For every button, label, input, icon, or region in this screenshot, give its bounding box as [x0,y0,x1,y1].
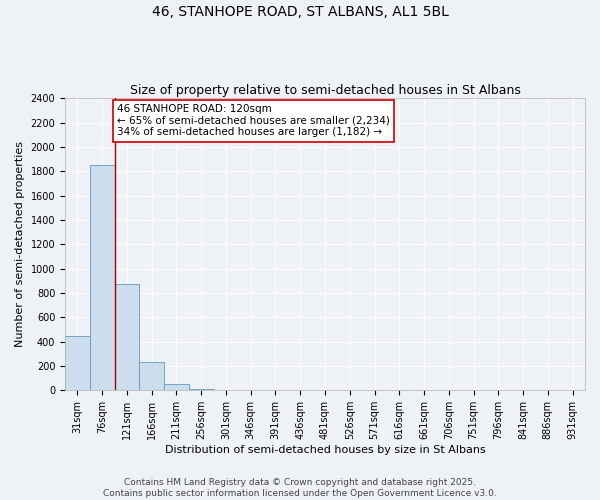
X-axis label: Distribution of semi-detached houses by size in St Albans: Distribution of semi-detached houses by … [164,445,485,455]
Text: 46 STANHOPE ROAD: 120sqm
← 65% of semi-detached houses are smaller (2,234)
34% o: 46 STANHOPE ROAD: 120sqm ← 65% of semi-d… [117,104,390,138]
Bar [90,165,115,390]
Bar [65,336,90,390]
Title: Size of property relative to semi-detached houses in St Albans: Size of property relative to semi-detach… [130,84,520,97]
Y-axis label: Number of semi-detached properties: Number of semi-detached properties [15,142,25,348]
Bar [139,362,164,390]
Text: Contains HM Land Registry data © Crown copyright and database right 2025.
Contai: Contains HM Land Registry data © Crown c… [103,478,497,498]
Bar [164,384,189,390]
Text: 46, STANHOPE ROAD, ST ALBANS, AL1 5BL: 46, STANHOPE ROAD, ST ALBANS, AL1 5BL [152,5,448,19]
Bar [189,388,214,390]
Bar [115,284,139,391]
